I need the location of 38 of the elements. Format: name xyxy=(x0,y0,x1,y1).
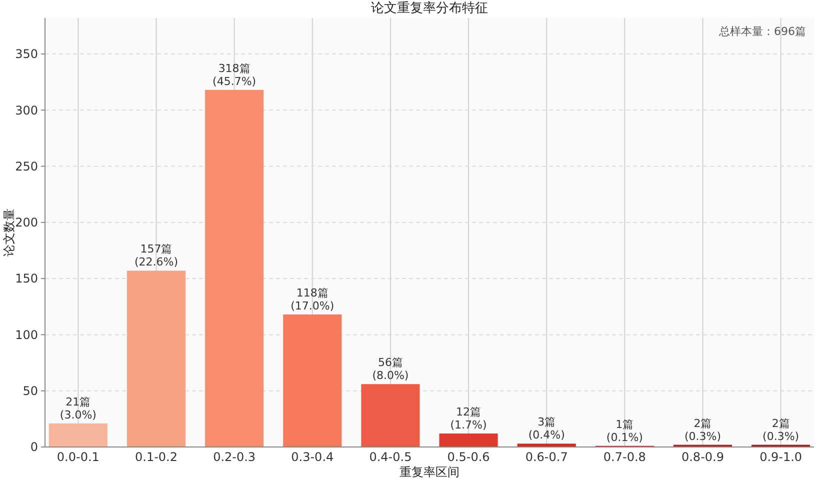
bar xyxy=(48,423,108,447)
y-tick-label: 250 xyxy=(15,159,38,174)
y-tick-label: 150 xyxy=(15,272,38,286)
data-label: 21篇 (3.0%) xyxy=(60,395,96,422)
y-tick-label: 200 xyxy=(15,216,38,230)
y-axis-title: 论文数量 xyxy=(2,208,16,256)
annotation: 总样本量：696篇 xyxy=(718,25,806,38)
x-tick-label: 0.8-0.9 xyxy=(682,450,724,464)
bar xyxy=(205,90,264,447)
y-tick-label: 350 xyxy=(15,47,38,62)
data-label: 3篇 (0.4%) xyxy=(528,416,565,442)
data-label: 157篇 (22.6%) xyxy=(134,242,178,269)
chart-title: 论文重复率分布特征 xyxy=(371,0,488,16)
data-label: 12篇 (1.7%) xyxy=(450,406,487,432)
x-tick-label: 0.0-0.1 xyxy=(56,450,100,464)
y-tick-label: 300 xyxy=(15,103,38,118)
y-tick-label: 0 xyxy=(30,440,38,454)
x-tick-label: 0.1-0.2 xyxy=(135,450,178,464)
x-tick-label: 0.9-1.0 xyxy=(760,450,802,464)
y-tick-label: 100 xyxy=(15,328,38,342)
x-axis-title: 重复率区间 xyxy=(400,465,460,479)
data-label: 1篇 (0.1%) xyxy=(606,418,643,444)
data-label: 56篇 (8.0%) xyxy=(372,356,409,382)
x-tick-label: 0.3-0.4 xyxy=(291,450,334,464)
bar xyxy=(126,270,186,447)
x-tick-label: 0.4-0.5 xyxy=(369,450,412,464)
bar xyxy=(283,314,342,447)
y-tick-label: 50 xyxy=(22,384,38,398)
data-label: 118篇 (17.0%) xyxy=(290,286,334,312)
data-label: 318篇 (45.7%) xyxy=(212,62,256,88)
x-tick-label: 0.2-0.3 xyxy=(213,450,256,464)
x-tick-label: 0.6-0.7 xyxy=(525,450,568,464)
x-tick-label: 0.7-0.8 xyxy=(603,450,646,464)
x-tick-label: 0.5-0.6 xyxy=(447,450,490,464)
data-label: 2篇 (0.3%) xyxy=(762,416,800,443)
bar xyxy=(439,434,498,447)
bar xyxy=(361,384,420,447)
data-label: 2篇 (0.3%) xyxy=(684,416,722,443)
